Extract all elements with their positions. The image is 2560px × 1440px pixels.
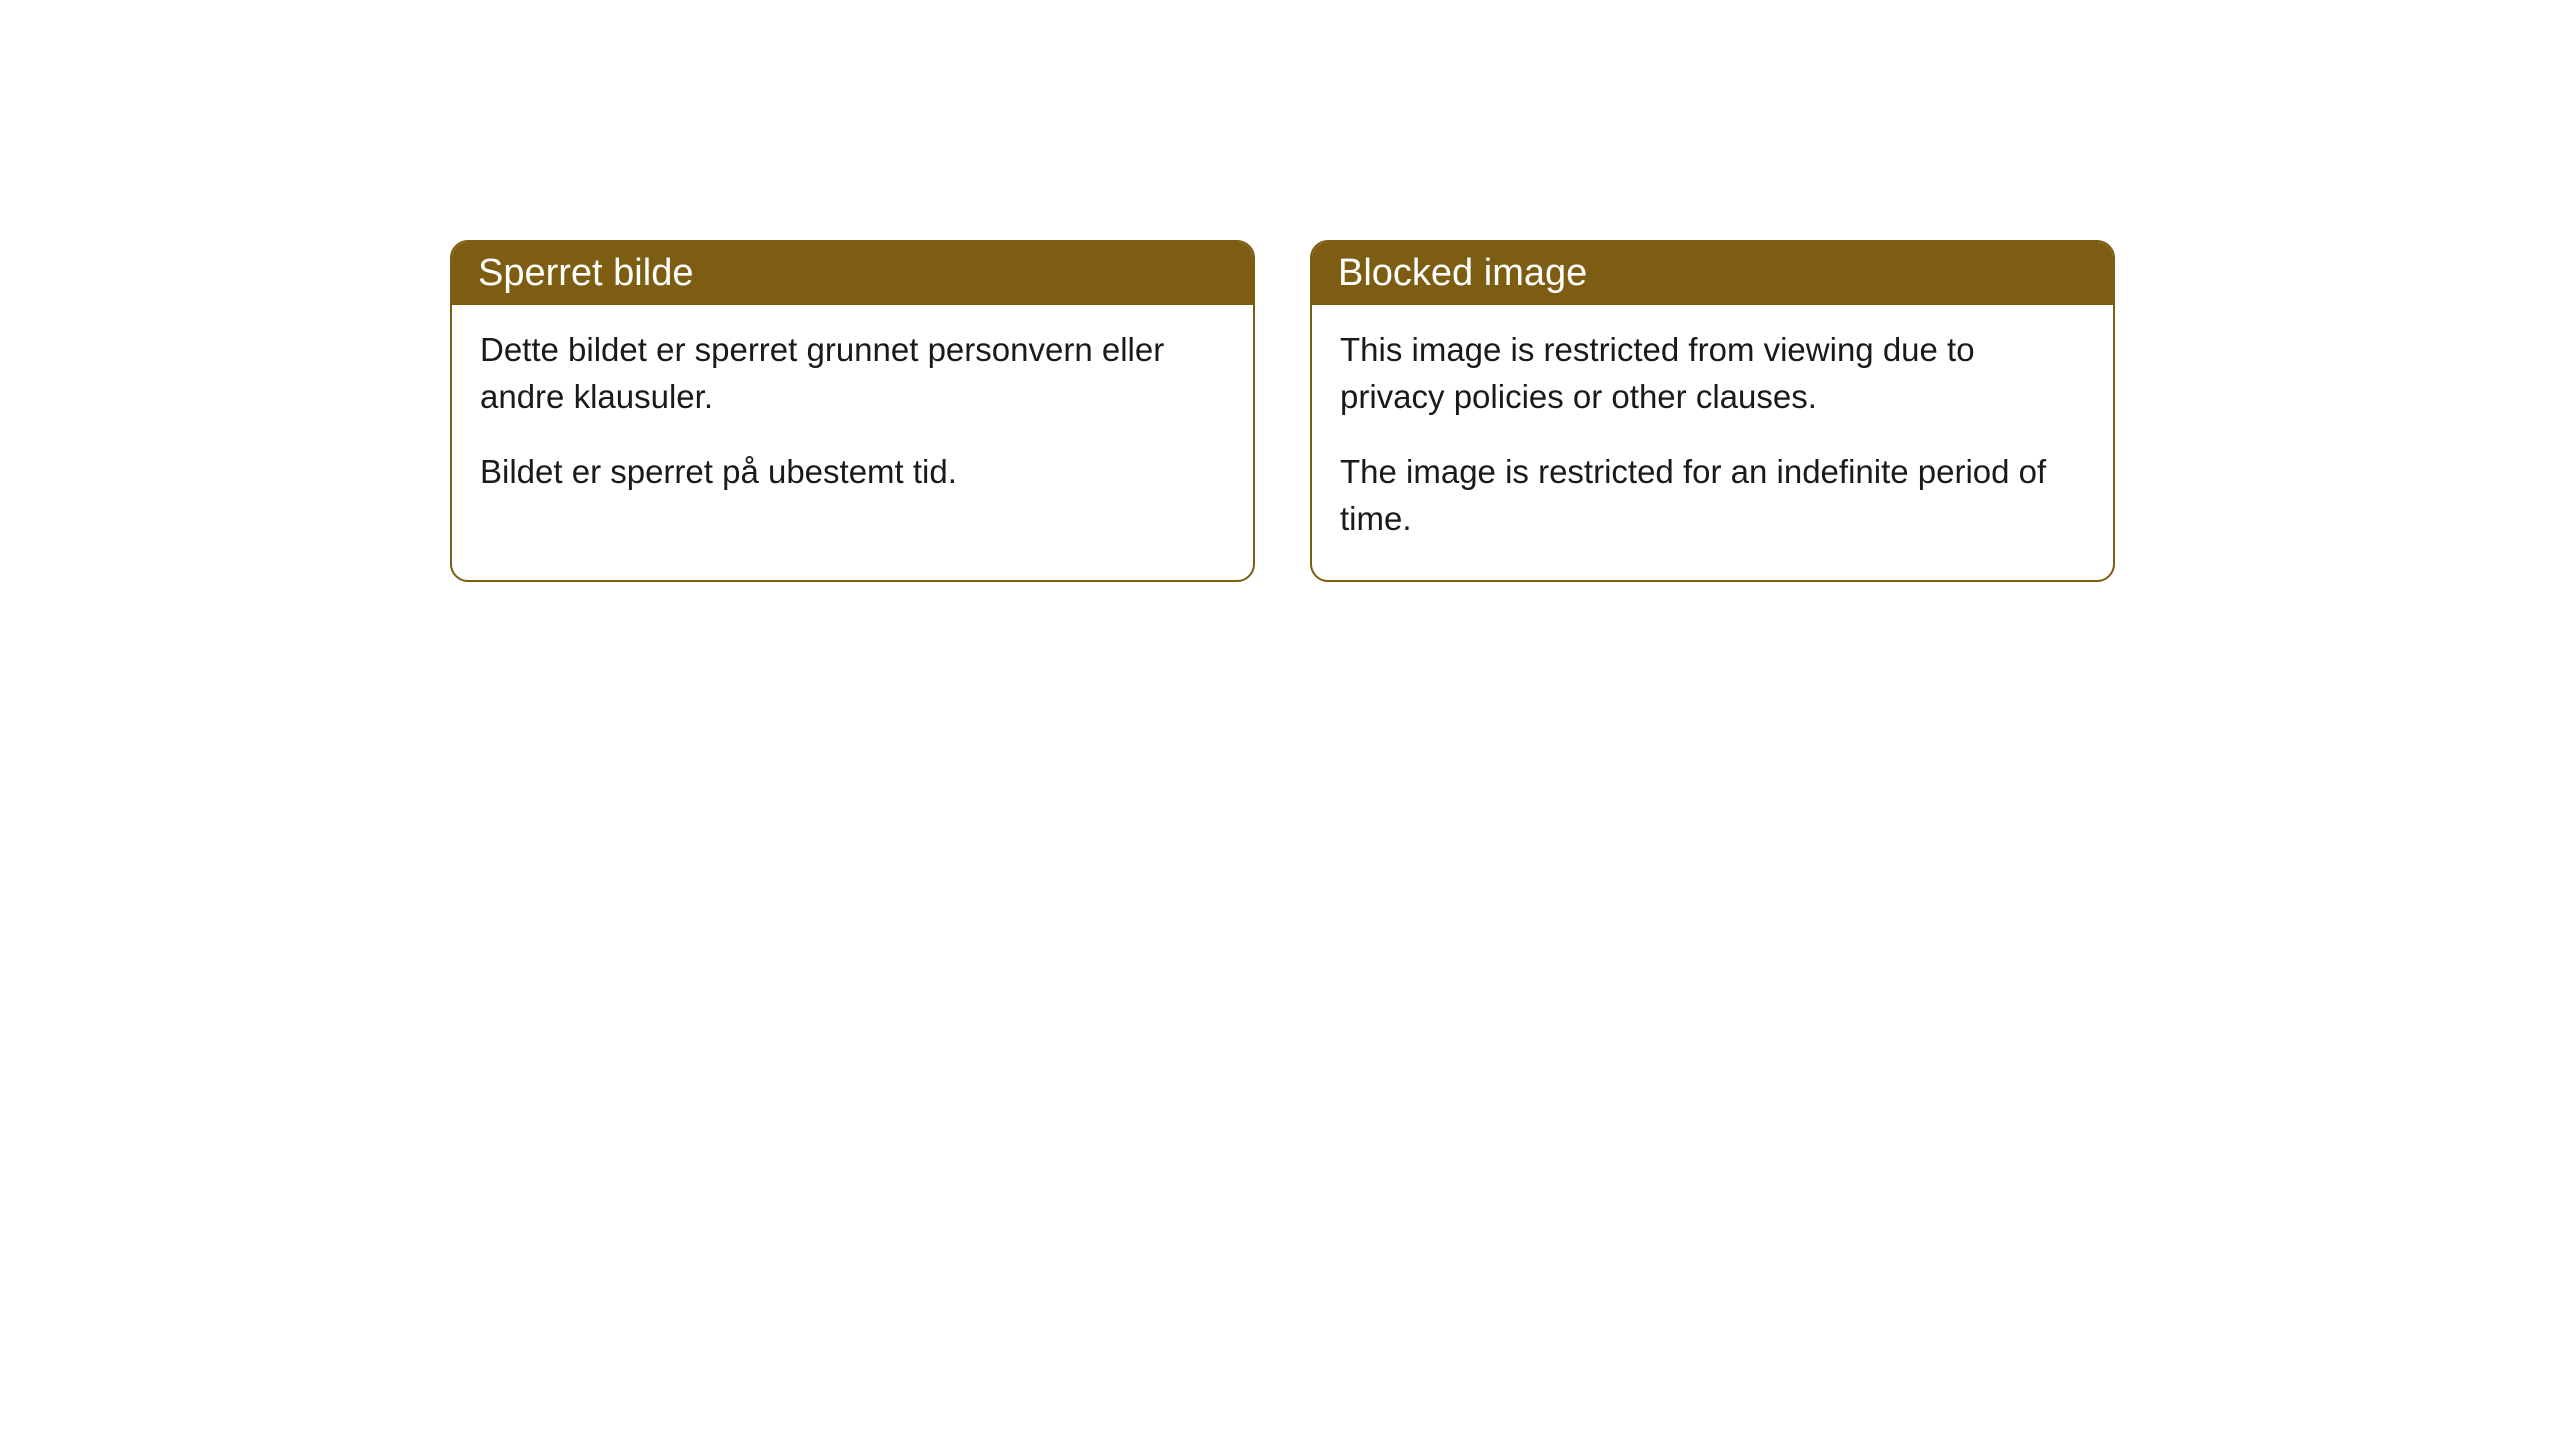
blocked-image-card-english: Blocked image This image is restricted f…: [1310, 240, 2115, 582]
blocked-image-card-norwegian: Sperret bilde Dette bildet er sperret gr…: [450, 240, 1255, 582]
card-paragraph-1: This image is restricted from viewing du…: [1340, 327, 2085, 421]
cards-container: Sperret bilde Dette bildet er sperret gr…: [450, 240, 2115, 582]
card-header: Blocked image: [1312, 242, 2113, 305]
card-header: Sperret bilde: [452, 242, 1253, 305]
card-paragraph-2: Bildet er sperret på ubestemt tid.: [480, 449, 1225, 496]
card-paragraph-2: The image is restricted for an indefinit…: [1340, 449, 2085, 543]
card-body: This image is restricted from viewing du…: [1312, 305, 2113, 580]
card-body: Dette bildet er sperret grunnet personve…: [452, 305, 1253, 534]
card-paragraph-1: Dette bildet er sperret grunnet personve…: [480, 327, 1225, 421]
card-title: Blocked image: [1338, 252, 1587, 294]
card-title: Sperret bilde: [478, 252, 693, 294]
